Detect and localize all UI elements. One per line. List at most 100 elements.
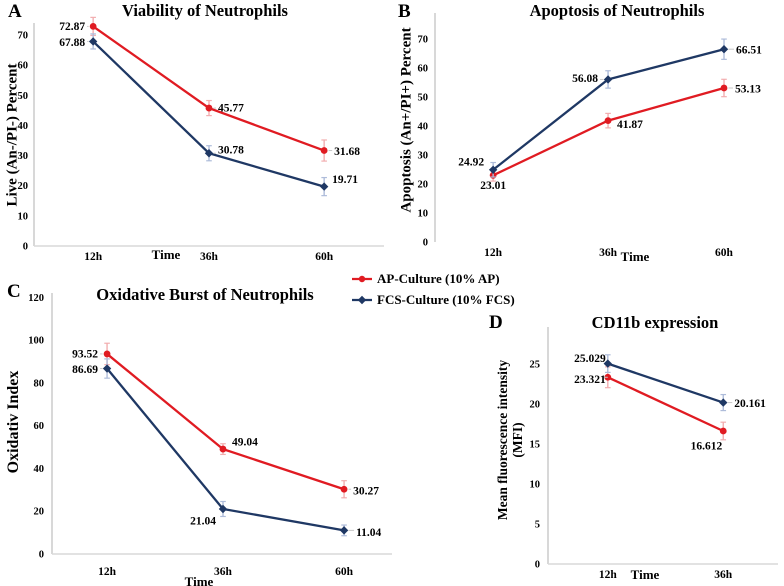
panel-letter-d: D	[489, 312, 503, 333]
data-point-label: 72.87	[59, 21, 85, 33]
y-tick-label: 100	[28, 336, 44, 347]
chart-legend: AP-Culture (10% AP) FCS-Culture (10% FCS…	[350, 268, 515, 310]
data-point-marker	[604, 117, 612, 125]
panel-letter-b: B	[398, 1, 411, 22]
data-point-marker	[102, 364, 112, 373]
data-point-label: 21.04	[190, 515, 216, 527]
panel-letter-c: C	[7, 281, 21, 302]
panel-b-apoptosis: 0 10 20 30 40 50 60 70 12h 36h 60h 23.01 41.87 53.13 2…	[392, 0, 784, 265]
x-axis-label-time: Time	[620, 249, 650, 264]
y-tick-label: 10	[18, 211, 29, 222]
data-point-marker	[319, 182, 329, 191]
data-point-label: 67.88	[59, 37, 85, 49]
y-tick-label: 10	[530, 479, 541, 490]
y-tick-label: 70	[18, 31, 29, 42]
legend-label-ap: AP-Culture (10% AP)	[377, 270, 500, 286]
y-tick-label: 0	[39, 550, 44, 561]
data-point-marker	[320, 147, 328, 154]
data-point-marker	[604, 373, 612, 381]
y-tick-label: 30	[418, 151, 429, 162]
y-tick-label: 10	[418, 209, 429, 220]
series-line-ap	[92, 25, 326, 152]
y-axis-label-mfi: Mean fluorescence intensity (MFI)	[495, 360, 525, 520]
data-point-label: 19.71	[332, 174, 358, 186]
y-tick-label: 0	[23, 242, 28, 253]
data-point-marker	[339, 526, 349, 535]
data-point-label: 30.27	[353, 486, 379, 498]
x-tick-label: 36h	[599, 247, 618, 259]
legend-marker-fcs-icon	[352, 295, 372, 304]
data-point-label: 41.87	[617, 119, 643, 131]
y-tick-label: 60	[418, 64, 429, 75]
data-point-label: 86.69	[72, 364, 98, 376]
x-tick-label: 36h	[214, 566, 233, 578]
y-axis-label-apoptosis: Apoptosis (An+/PI+) Percent	[398, 27, 415, 213]
y-tick-label: 20	[530, 399, 541, 410]
y-tick-label: 120	[28, 293, 44, 304]
panel-d-cd11b: 0 5 10 15 20 25 12h 36h 23.321 16.612 25.029 20.161…	[392, 265, 784, 586]
legend-label-fcs: FCS-Culture (10% FCS)	[377, 291, 515, 307]
data-point-label: 20.161	[734, 398, 766, 410]
x-tick-label: 12h	[599, 569, 618, 581]
panel-letter-a: A	[8, 1, 22, 22]
x-tick-label: 60h	[715, 247, 734, 259]
data-point-marker	[219, 445, 227, 453]
y-tick-label: 0	[535, 560, 540, 571]
oxidative-burst-chart-canvas: 0 20 40 60 80 100 120 12h 36h 60h 93.52 49.04 30.27 8…	[28, 293, 392, 578]
data-point-label: 93.52	[72, 348, 98, 360]
y-axis-label-viability: Live (An-/PI-) Percent	[4, 63, 21, 207]
apoptosis-chart-canvas: 0 10 20 30 40 50 60 70 12h 36h 60h 23.01 41.87 53.13 2…	[418, 13, 762, 259]
y-tick-label: 40	[34, 464, 45, 475]
y-tick-label: 20	[18, 181, 29, 192]
legend-marker-ap-icon	[352, 275, 372, 282]
series-line-fcs	[606, 362, 725, 404]
legend-circle-marker-icon	[358, 275, 366, 282]
chart-title-oxidative-burst: Oxidative Burst of Neutrophils	[96, 285, 314, 304]
data-point-label: 23.01	[480, 180, 506, 192]
y-axis-label-oxidative-index: Oxidativ Index	[5, 370, 23, 474]
data-point-marker	[719, 398, 728, 407]
data-point-marker	[204, 149, 214, 158]
data-point-marker	[719, 45, 729, 54]
panel-a-viability: 0 10 20 30 40 50 60 70 12h 36h 60h 72.87 45.77 31.68 6…	[0, 0, 392, 265]
data-point-label: 11.04	[356, 527, 381, 539]
y-tick-label: 40	[418, 122, 429, 133]
y-tick-label: 40	[18, 121, 29, 132]
data-point-marker	[205, 104, 213, 112]
x-tick-label: 12h	[98, 566, 117, 578]
data-point-label: 56.08	[572, 73, 598, 85]
x-tick-label: 12h	[484, 247, 503, 259]
data-point-marker	[488, 165, 498, 174]
data-point-marker	[340, 485, 348, 493]
series-line-ap	[606, 376, 725, 433]
data-point-marker	[218, 504, 228, 514]
series-line-ap	[491, 86, 726, 177]
y-axis-label-mfi-line1: Mean fluorescence intensity	[494, 359, 510, 521]
data-point-label: 25.029	[574, 353, 606, 365]
data-point-marker	[720, 84, 728, 92]
data-point-label: 49.04	[232, 437, 258, 449]
data-point-marker	[719, 427, 727, 435]
x-axis-label-time: Time	[630, 567, 660, 582]
data-point-label: 16.612	[691, 440, 723, 452]
chart-title-viability: Viability of Neutrophils	[122, 1, 288, 20]
y-tick-label: 60	[34, 421, 45, 432]
series-line-fcs	[491, 48, 726, 171]
data-point-label: 66.51	[736, 45, 762, 57]
data-point-label: 24.92	[458, 156, 484, 168]
legend-diamond-marker-icon	[357, 295, 367, 304]
y-tick-label: 60	[18, 61, 29, 72]
y-tick-label: 0	[423, 238, 428, 249]
panel-c-oxidative-burst: 0 20 40 60 80 100 120 12h 36h 60h 93.52 49.04 30.27 8…	[0, 265, 392, 586]
y-tick-label: 5	[535, 519, 540, 530]
x-tick-label: 36h	[714, 569, 733, 581]
cd11b-chart-canvas: 0 5 10 15 20 25 12h 36h 23.321 16.612 25.029 20.161	[530, 327, 778, 581]
y-tick-label: 50	[18, 91, 29, 102]
data-point-marker	[103, 350, 111, 358]
x-axis-label-time: Time	[184, 574, 214, 586]
data-point-label: 30.78	[218, 145, 244, 157]
y-tick-label: 80	[34, 378, 45, 389]
y-tick-label: 25	[530, 359, 541, 370]
y-tick-label: 70	[418, 35, 429, 46]
y-tick-label: 30	[18, 151, 29, 162]
